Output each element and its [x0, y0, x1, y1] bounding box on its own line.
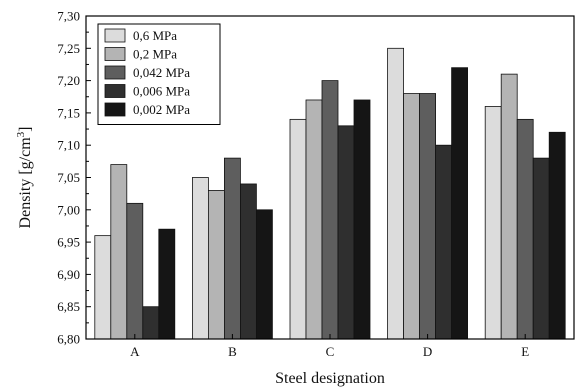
bar-A-series-2 — [110, 164, 128, 340]
x-axis-ticks: A B C D E — [130, 334, 529, 359]
legend-swatch — [104, 47, 126, 61]
bar-C-series-2 — [305, 99, 323, 340]
bar-E-series-2 — [500, 73, 518, 340]
legend-label: 0,006 MPa — [133, 84, 190, 99]
bar-D-series-4 — [435, 144, 453, 340]
bar-A-series-4 — [142, 306, 160, 340]
x-axis-title: Steel designation — [275, 370, 385, 387]
bar-E-series-3 — [516, 118, 534, 340]
legend: 0,6 MPa 0,2 MPa 0,042 MPa 0,006 MPa 0,002 MP… — [97, 23, 221, 125]
bar-B-series-5 — [255, 209, 273, 340]
bar-B-series-2 — [207, 190, 225, 340]
x-tick-label: A — [130, 344, 140, 359]
x-tick-label: E — [521, 344, 529, 359]
y-tick-label: 6,80 — [57, 332, 80, 347]
bar-E-series-5 — [548, 131, 566, 340]
bar-C-series-4 — [337, 125, 355, 340]
bar-D-series-1 — [387, 47, 405, 340]
y-tick-label: 6,95 — [57, 235, 80, 250]
legend-swatch — [104, 65, 126, 80]
y-tick-label: 6,85 — [57, 299, 80, 314]
bar-B-series-3 — [223, 157, 241, 340]
y-tick-label: 7,30 — [57, 9, 80, 24]
y-tick-label: 7,05 — [57, 170, 80, 185]
legend-swatch — [104, 28, 126, 43]
plot-frame — [85, 15, 575, 340]
y-tick-label: 7,00 — [57, 202, 80, 217]
legend-label: 0,002 MPa — [133, 102, 190, 117]
y-axis-title: Density [g/cm3] — [15, 127, 34, 229]
bar-D-series-2 — [403, 93, 421, 340]
legend-label: 0,042 MPa — [133, 65, 190, 80]
bar-A-series-3 — [126, 202, 144, 340]
bar-C-series-5 — [353, 99, 371, 340]
y-axis-title-main: Density [g/cm — [17, 137, 34, 229]
bar-E-series-1 — [484, 106, 502, 340]
bar-E-series-4 — [532, 157, 550, 340]
bar-A-series-1 — [94, 235, 112, 340]
y-tick-label: 6,90 — [57, 267, 80, 282]
bar-C-series-1 — [289, 118, 307, 340]
legend-swatch — [104, 84, 126, 98]
y-axis-title-superscript: 3 — [15, 131, 27, 137]
legend-label: 0,2 MPa — [133, 47, 177, 62]
legend-label: 0,6 MPa — [133, 28, 177, 43]
bar-D-series-3 — [419, 93, 437, 340]
y-tick-label: 7,25 — [57, 41, 80, 56]
y-axis-ticks: 6,80 6,85 6,90 6,95 7,00 7,05 7,10 7,15 7,20 7,25… — [57, 9, 91, 347]
y-axis-title-suffix: ] — [17, 127, 34, 132]
bars-layer — [94, 47, 566, 340]
x-tick-label: D — [423, 344, 432, 359]
bar-B-series-4 — [239, 183, 257, 340]
bar-D-series-5 — [451, 67, 469, 340]
bar-C-series-3 — [321, 80, 339, 340]
legend-swatch — [104, 102, 126, 117]
y-tick-label: 7,15 — [57, 105, 80, 120]
x-tick-label: C — [326, 344, 335, 359]
x-tick-label: B — [228, 344, 237, 359]
bar-A-series-5 — [158, 228, 176, 340]
y-tick-label: 7,20 — [57, 73, 80, 88]
bar-B-series-1 — [191, 177, 209, 340]
y-tick-label: 7,10 — [57, 138, 80, 153]
